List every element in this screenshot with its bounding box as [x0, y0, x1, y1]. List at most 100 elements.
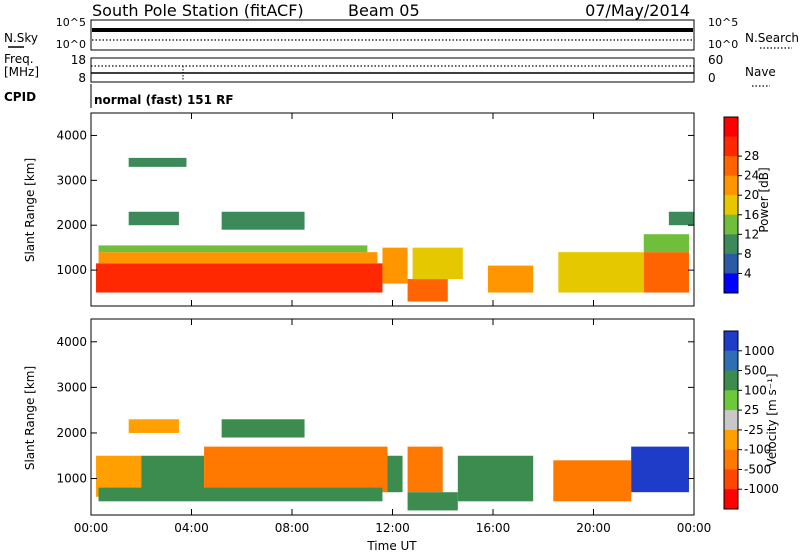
velocity-colorbar-tick-label-4: -25: [744, 423, 764, 437]
power-ytick-label-2: 3000: [56, 173, 87, 187]
cpid-label: CPID: [4, 90, 36, 104]
freq-right-tick-bottom: 0: [708, 71, 716, 85]
freq-label-line2: [MHz]: [4, 65, 39, 79]
power-colorbar-block-8: [724, 273, 738, 294]
velocity-colorbar-block-5: [724, 429, 738, 451]
power-colorbar-block-0: [724, 117, 738, 138]
cpid-value: normal (fast) 151 RF: [94, 93, 234, 107]
velocity-colorbar-tick-label-5: -100: [744, 443, 771, 457]
power-colorbar-block-1: [724, 136, 738, 157]
power-region-2: [98, 245, 368, 253]
velocity-colorbar-block-1: [724, 350, 738, 372]
velocity-region-5: [407, 446, 443, 493]
velocity-region-4: [387, 455, 403, 493]
noise-panel: N.Sky 10^5 10^0 10^5 10^0 N.Search: [4, 16, 799, 51]
power-colorbar-tick-label-1: 8: [744, 247, 752, 261]
velocity-xtick-label-0: 00:00: [74, 521, 109, 535]
nave-label: Nave: [745, 65, 776, 79]
velocity-colorbar-label: Velocity [m s⁻¹]: [765, 373, 779, 466]
beam-label: Beam 05: [348, 1, 420, 20]
noise-left-tick-bottom: 10^0: [56, 38, 86, 51]
velocity-colorbar-frame: [723, 330, 739, 510]
velocity-region-3: [98, 487, 383, 502]
velocity-region-10: [128, 419, 179, 433]
velocity-data-regions: [96, 419, 689, 511]
velocity-region-11: [221, 419, 305, 438]
velocity-xtick-label-6: 00:00: [677, 521, 712, 535]
velocity-region-8: [553, 460, 632, 502]
power-colorbar-block-3: [724, 175, 738, 196]
velocity-colorbar-block-8: [724, 489, 738, 510]
power-region-6: [487, 265, 534, 293]
velocity-ylabel: Slant Range [km]: [23, 366, 37, 470]
power-region-0: [96, 263, 383, 293]
power-region-1: [98, 252, 378, 264]
power-region-3: [382, 247, 408, 284]
power-ytick-label-0: 1000: [56, 263, 87, 277]
velocity-colorbar-block-6: [724, 449, 738, 470]
velocity-xtick-label-5: 20:00: [576, 521, 611, 535]
power-colorbar-block-2: [724, 156, 738, 177]
velocity-colorbar-block-4: [724, 410, 738, 431]
power-ytick-label-1: 2000: [56, 218, 87, 232]
time-axis-label: Time UT: [366, 539, 417, 553]
power-region-10: [128, 211, 179, 226]
velocity-xtick-label-2: 08:00: [275, 521, 310, 535]
velocity-panel: 1000 2000 3000 4000 00:00 04:00 08:00 12:00 16:…: [23, 318, 712, 553]
power-colorbar-tick-label-0: 4: [744, 266, 752, 280]
power-region-8: [643, 252, 689, 293]
velocity-ytick-label-1: 2000: [56, 426, 87, 440]
power-colorbar-tick-label-3: 16: [744, 208, 759, 222]
power-colorbar-tick-label-6: 28: [744, 149, 759, 163]
velocity-region-9: [631, 446, 689, 493]
velocity-colorbar-block-0: [724, 331, 738, 352]
velocity-xtick-label-4: 16:00: [476, 521, 511, 535]
velocity-colorbar-block-2: [724, 370, 738, 391]
power-ylabel: Slant Range [km]: [23, 158, 37, 262]
noise-right-label: N.Search: [745, 31, 799, 45]
velocity-ytick-label-2: 3000: [56, 380, 87, 394]
velocity-xtick-label-1: 04:00: [174, 521, 209, 535]
velocity-colorbar-block-7: [724, 469, 738, 490]
power-colorbar-block-6: [724, 234, 738, 255]
freq-panel: Freq. [MHz] 18 8 60 0 Nave: [4, 52, 776, 87]
power-colorbar-tick-label-2: 12: [744, 227, 759, 241]
freq-left-tick-top: 18: [71, 53, 86, 67]
velocity-region-6: [407, 492, 458, 511]
velocity-region-2: [204, 446, 388, 493]
power-colorbar-frame: [723, 116, 739, 294]
freq-label-line1: Freq.: [4, 52, 34, 66]
velocity-region-1: [141, 455, 205, 493]
power-colorbar-tick-label-4: 20: [744, 188, 759, 202]
power-colorbar-block-7: [724, 253, 738, 274]
velocity-colorbar-tick-label-7: -1000: [744, 482, 779, 496]
freq-left-tick-bottom: 8: [78, 71, 86, 85]
power-region-11: [128, 157, 187, 167]
power-region-5: [412, 247, 463, 280]
power-colorbar: 4 8 12 16 20 24 28 Power [dB]: [723, 116, 771, 294]
noise-left-label: N.Sky: [4, 31, 38, 45]
noise-left-tick-top: 10^5: [56, 16, 86, 29]
velocity-colorbar: 1000 500 100 25 -25 -100 -500 -1000 Velocity [m…: [723, 330, 779, 510]
freq-frame: [90, 57, 695, 83]
velocity-colorbar-tick-label-3: 25: [744, 403, 759, 417]
velocity-colorbar-tick-label-2: 100: [744, 383, 767, 397]
power-region-4: [407, 279, 448, 302]
velocity-ytick-label-0: 1000: [56, 472, 87, 486]
power-colorbar-label: Power [dB]: [757, 167, 771, 232]
noise-sky-trace: [92, 28, 693, 32]
noise-frame: [90, 19, 695, 51]
freq-right-tick-top: 60: [708, 53, 723, 67]
velocity-xtick-label-3: 12:00: [375, 521, 410, 535]
power-region-12: [221, 211, 305, 230]
power-data-regions: [96, 157, 694, 302]
velocity-colorbar-tick-label-1: 500: [744, 364, 767, 378]
velocity-region-7: [457, 455, 534, 502]
power-colorbar-block-4: [724, 195, 738, 216]
chart-title: South Pole Station (fitACF): [92, 1, 304, 20]
velocity-ytick-label-3: 4000: [56, 335, 87, 349]
power-ytick-label-3: 4000: [56, 128, 87, 142]
power-colorbar-tick-label-5: 24: [744, 169, 759, 183]
power-region-9: [643, 234, 689, 253]
